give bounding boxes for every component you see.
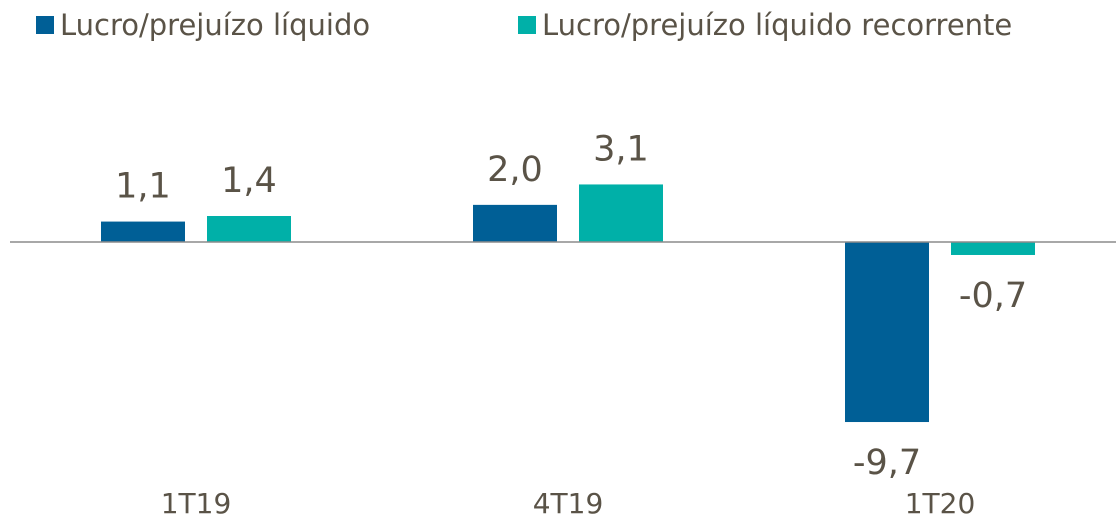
bar (951, 241, 1035, 255)
legend-label: Lucro/prejuízo líquido (60, 8, 370, 42)
bar (579, 184, 663, 242)
value-label: -0,7 (959, 276, 1027, 316)
x-tick-label: 4T19 (533, 487, 604, 520)
legend-label: Lucro/prejuízo líquido recorrente (542, 8, 1012, 42)
bar (473, 204, 557, 242)
legend-swatch (518, 16, 536, 34)
bar (207, 216, 291, 242)
legend-swatch (36, 16, 54, 34)
value-label: 1,1 (115, 167, 171, 207)
value-label: 3,1 (593, 129, 649, 169)
value-label: 2,0 (487, 150, 543, 190)
bar (101, 221, 185, 242)
value-label: -9,7 (853, 443, 921, 483)
bar (845, 241, 929, 423)
x-tick-label: 1T19 (161, 487, 232, 520)
value-label: 1,4 (221, 161, 277, 201)
x-tick-label: 1T20 (905, 487, 976, 520)
